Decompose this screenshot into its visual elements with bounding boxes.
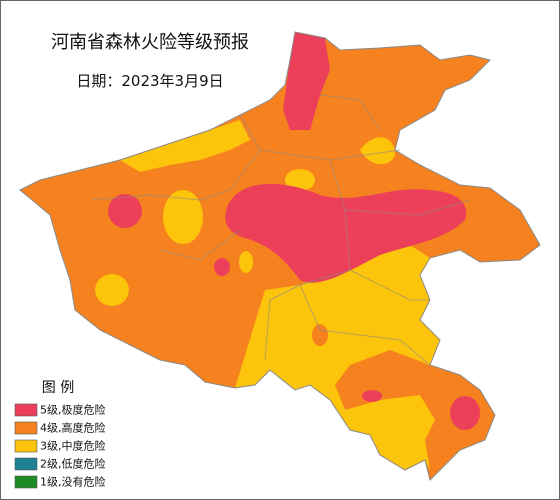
zone-moderate	[95, 274, 129, 306]
legend-label: 1级,没有危险	[40, 475, 106, 489]
legend-swatch	[14, 439, 38, 453]
legend: 图 例 5级,极度危险 4级,高度危险 3级,中度危险 2级,低度危险 1级,没有危险	[14, 380, 106, 489]
map-date: 日期：2023年3月9日	[76, 72, 223, 90]
zone-high	[312, 324, 328, 346]
legend-label: 2级,低度危险	[40, 457, 106, 471]
legend-label: 3级,中度危险	[40, 439, 106, 453]
legend-title: 图 例	[42, 380, 74, 396]
zone-moderate	[285, 169, 315, 191]
zone-extreme	[450, 396, 480, 430]
zone-moderate	[239, 251, 253, 273]
zone-extreme	[362, 390, 382, 402]
legend-label: 4级,高度危险	[40, 421, 106, 435]
legend-label: 5级,极度危险	[40, 403, 106, 417]
zone-moderate	[120, 120, 250, 172]
legend-swatch	[14, 457, 38, 471]
zone-moderate	[360, 137, 395, 165]
zone-moderate	[235, 245, 440, 470]
henan-map	[19, 31, 541, 481]
zone-extreme	[214, 258, 230, 276]
legend-swatch	[14, 403, 38, 417]
map-title: 河南省森林火险等级预报	[51, 32, 249, 53]
zone-moderate	[163, 190, 203, 244]
province-border	[19, 31, 541, 481]
zone-extreme	[283, 32, 330, 130]
city-border	[89, 94, 471, 366]
legend-swatch	[14, 421, 38, 435]
legend-swatch	[14, 475, 38, 489]
zone-extreme	[108, 194, 142, 228]
zone-extreme	[225, 183, 467, 283]
